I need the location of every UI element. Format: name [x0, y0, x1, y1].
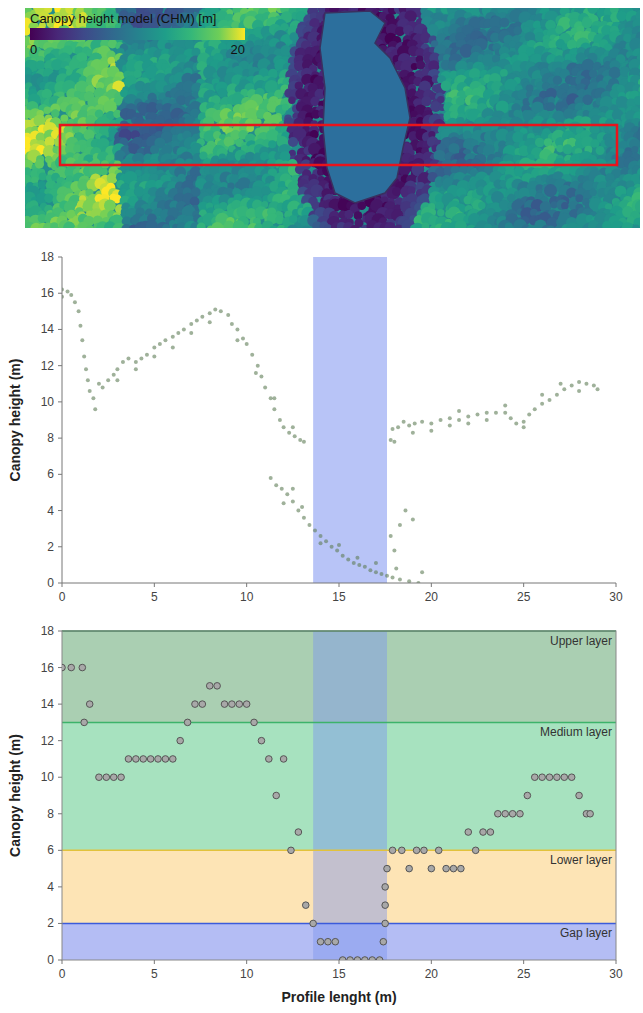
canopy-crown: [563, 144, 573, 154]
canopy-crown: [280, 45, 291, 56]
canopy-crown: [268, 140, 276, 148]
canopy-crown: [421, 96, 431, 106]
chm-ground: [25, 8, 640, 228]
canopy-crown: [555, 26, 563, 34]
canopy-crown: [218, 88, 228, 98]
canopy-crown: [513, 26, 522, 35]
canopy-crown: [224, 136, 234, 146]
canopy-crown: [288, 137, 298, 147]
canopy-crown: [616, 11, 627, 22]
canopy-crown: [36, 60, 46, 70]
canopy-crown: [282, 104, 289, 111]
canopy-crown: [610, 89, 619, 98]
canopy-crown: [289, 32, 298, 41]
canopy-crown: [513, 110, 521, 118]
canopy-crown: [226, 152, 234, 160]
canopy-crown: [44, 106, 52, 114]
chm-image: [25, 8, 640, 228]
canopy-crown: [133, 70, 141, 78]
canopy-crown: [288, 97, 295, 104]
canopy-crown: [520, 71, 527, 78]
canopy-crown: [634, 96, 641, 105]
canopy-crown: [499, 18, 509, 28]
canopy-crown: [156, 103, 163, 110]
canopy-crown: [596, 146, 605, 155]
canopy-crown: [637, 129, 641, 140]
canopy-crown: [25, 27, 31, 36]
canopy-crown: [532, 125, 540, 133]
canopy-crown: [150, 145, 159, 154]
canopy-crown: [588, 8, 599, 14]
canopy-crown: [51, 109, 59, 117]
figure: Canopy height model (CHM) [m]02005101520…: [0, 0, 643, 1013]
canopy-crown: [553, 76, 562, 85]
canopy-crown: [582, 95, 592, 105]
canopy-crown: [589, 69, 598, 78]
canopy-crown: [500, 69, 508, 77]
canopy-crown: [185, 39, 195, 49]
canopy-crown: [441, 81, 451, 91]
canopy-crown: [546, 102, 555, 111]
canopy-crown: [616, 96, 628, 108]
